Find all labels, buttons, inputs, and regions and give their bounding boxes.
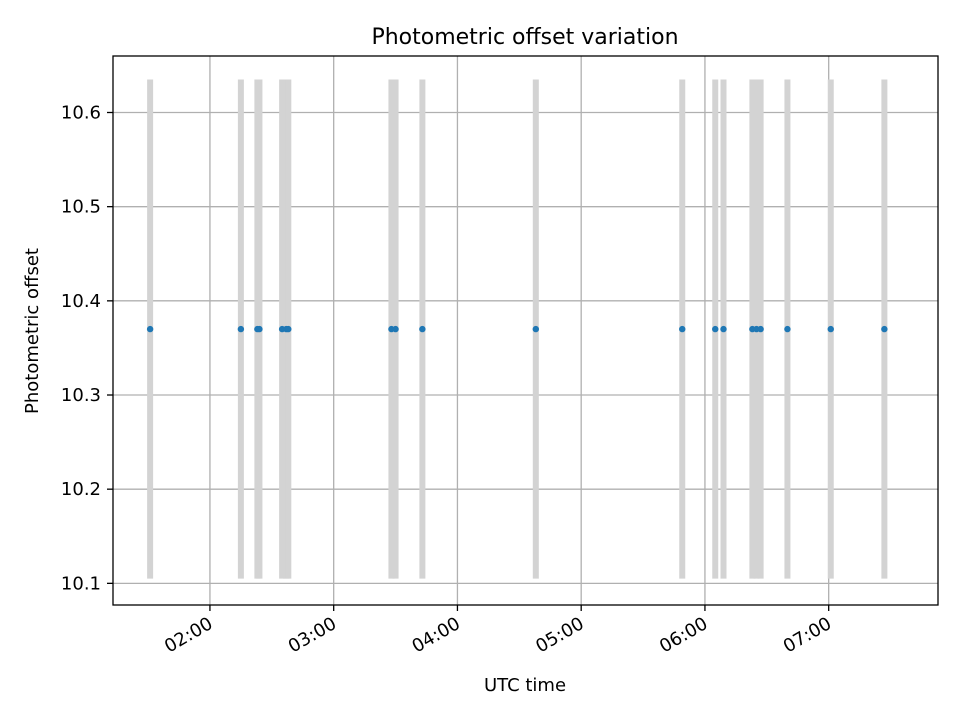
- x-tick-label: 06:00: [656, 613, 711, 657]
- x-tick-label: 07:00: [780, 613, 835, 657]
- y-tick-label: 10.3: [61, 385, 101, 406]
- data-point: [237, 325, 245, 333]
- data-point: [392, 325, 399, 333]
- grid-lines: [113, 56, 938, 605]
- y-tick-label: 10.1: [61, 573, 101, 594]
- y-tick-label: 10.6: [61, 103, 101, 124]
- chart-title: Photometric offset variation: [371, 25, 678, 50]
- data-point: [679, 325, 686, 333]
- data-point: [146, 325, 154, 333]
- x-tick-label: 03:00: [285, 613, 340, 657]
- data-point: [757, 325, 764, 333]
- data-point: [256, 325, 263, 333]
- y-axis-ticks: 10.1 10.2 10.3 10.4 10.5 10.6: [61, 103, 113, 594]
- data-point: [784, 325, 791, 333]
- data-point: [532, 325, 540, 333]
- data-points: [146, 325, 888, 333]
- data-point: [827, 325, 834, 333]
- y-tick-label: 10.2: [61, 479, 101, 500]
- x-axis-ticks: 02:00 03:00 04:00 05:00 06:00 07:00: [161, 605, 835, 657]
- data-point: [720, 325, 727, 333]
- x-tick-label: 04:00: [409, 613, 464, 657]
- data-point: [285, 325, 292, 333]
- x-tick-label: 05:00: [532, 613, 587, 657]
- plot-frame: [112, 55, 939, 606]
- x-axis-label: UTC time: [484, 675, 566, 696]
- data-point: [419, 325, 426, 333]
- y-tick-label: 10.5: [61, 197, 101, 218]
- x-tick-label: 02:00: [161, 613, 216, 657]
- y-tick-label: 10.4: [61, 291, 101, 312]
- y-axis-label: Photometric offset: [22, 248, 43, 414]
- data-point: [881, 325, 888, 333]
- data-point: [712, 325, 719, 333]
